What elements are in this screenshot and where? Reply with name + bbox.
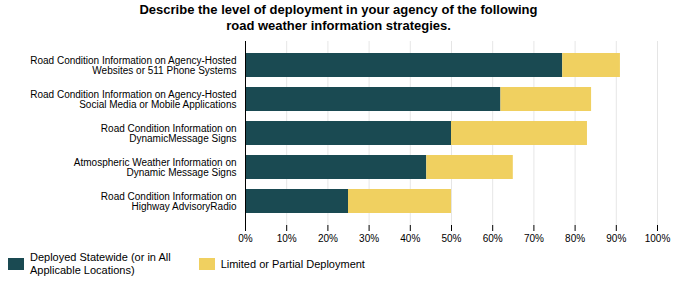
svg-text:70%: 70% xyxy=(524,233,544,244)
svg-text:Road Condition Information onH: Road Condition Information onHighway Adv… xyxy=(101,191,237,212)
svg-text:60%: 60% xyxy=(483,233,503,244)
svg-text:50%: 50% xyxy=(441,233,461,244)
svg-text:20%: 20% xyxy=(318,233,338,244)
svg-text:Atmospheric Weather Informatio: Atmospheric Weather Information onDynami… xyxy=(74,157,237,178)
svg-text:30%: 30% xyxy=(359,233,379,244)
html-text:Describe the level of deployme: Describe the level of deployment in your… xyxy=(139,2,538,33)
svg-text:10%: 10% xyxy=(277,233,297,244)
svg-text:40%: 40% xyxy=(400,233,420,244)
html-text:Limited or Partial Deployment: Limited or Partial Deployment xyxy=(220,257,365,270)
svg-text:100%: 100% xyxy=(645,233,671,244)
svg-text:80%: 80% xyxy=(565,233,585,244)
svg-text:Road Condition Information on: Road Condition Information on Agency-Hos… xyxy=(30,89,236,110)
html-text:Deployed Statewide (or in All: Deployed Statewide (or in All Applicable… xyxy=(30,251,171,276)
svg-text:Road Condition Information on: Road Condition Information on Agency-Hos… xyxy=(30,55,236,76)
svg-text:0%: 0% xyxy=(238,233,253,244)
svg-text:Road Condition Information onD: Road Condition Information onDynamicMess… xyxy=(101,123,237,144)
svg-text:90%: 90% xyxy=(606,233,626,244)
